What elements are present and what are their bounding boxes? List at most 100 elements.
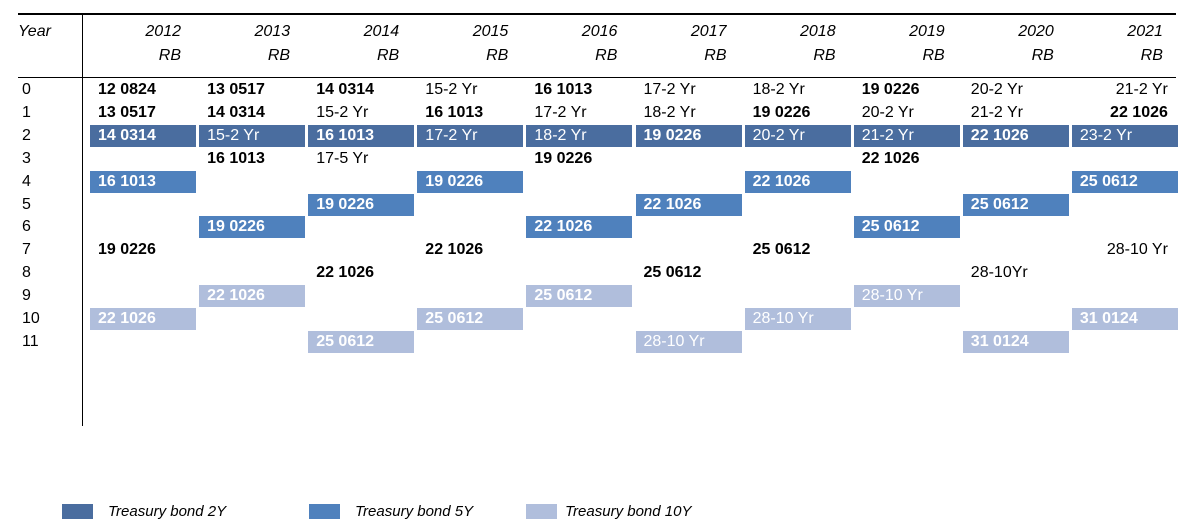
table-cell: 16 1013 <box>308 124 415 147</box>
table-cell: 16 1013 <box>534 81 593 98</box>
table-cell: 21-2 Yr <box>853 124 960 147</box>
year-header: 2021 <box>1127 23 1163 40</box>
table-cell: 25 0612 <box>308 330 415 353</box>
row-label: 9 <box>22 287 31 305</box>
sub-header: RB <box>158 47 181 64</box>
table-cell: 15-2 Yr <box>316 103 369 121</box>
table-cell: 22 1026 <box>1110 103 1168 121</box>
table-cell: 21-2 Yr <box>970 103 1023 121</box>
table-cell: 25 0612 <box>853 216 960 239</box>
table-cell: 28-10 Yr <box>744 308 851 330</box>
table-cell: 17-5 Yr <box>316 149 369 167</box>
table-cell: 25 0612 <box>526 285 633 308</box>
legend-swatch <box>309 504 340 519</box>
table-cell: 22 1026 <box>635 193 742 216</box>
year-header: 2018 <box>800 23 836 40</box>
table-cell: 20-2 Yr <box>970 81 1023 98</box>
table-cell: 28-10Yr <box>970 264 1028 282</box>
table-cell: 28-10 Yr <box>635 330 742 353</box>
row-label: 4 <box>22 172 31 190</box>
sub-header: RB <box>376 47 400 64</box>
row-label: 2 <box>22 126 31 144</box>
table-cell: 19 0226 <box>635 124 742 147</box>
row-label: 11 <box>22 332 39 350</box>
row-label: 1 <box>22 103 31 121</box>
table-cell: 19 0226 <box>861 81 920 98</box>
table-cell: 19 0226 <box>199 216 306 239</box>
table-cell: 25 0612 <box>962 193 1069 216</box>
table-cell: 21-2 Yr <box>1115 81 1168 98</box>
year-header: 2017 <box>690 23 727 40</box>
legend-label: Treasury bond 2Y <box>108 503 227 520</box>
year-header: 2012 <box>145 23 181 40</box>
year-header: 2014 <box>363 23 400 40</box>
table-cell: 17-2 Yr <box>534 103 587 121</box>
table-cell: 19 0226 <box>417 170 524 193</box>
table-cell: 22 1026 <box>744 170 851 193</box>
table-cell: 15-2 Yr <box>199 124 306 147</box>
table-cell: 12 0824 <box>98 81 156 98</box>
table-cell: 14 0314 <box>90 124 196 147</box>
sub-header: RB <box>267 47 291 64</box>
row-label: 3 <box>22 149 31 167</box>
table-cell: 16 1013 <box>207 149 265 167</box>
header-rule <box>18 77 1176 78</box>
table-cell: 25 0612 <box>643 264 702 282</box>
table-cell: 20-2 Yr <box>744 124 851 147</box>
table-cell: 18-2 Yr <box>752 81 805 98</box>
table-cell: 19 0226 <box>308 193 415 216</box>
legend-label: Treasury bond 5Y <box>355 503 474 520</box>
table-cell: 13 0517 <box>98 103 156 121</box>
table-cell: 18-2 Yr <box>643 103 696 121</box>
sub-header: RB <box>922 47 945 64</box>
year-header: 2019 <box>909 23 945 40</box>
table-cell: 22 1026 <box>861 149 920 167</box>
sub-header: RB <box>704 47 727 64</box>
table-cell: 25 0612 <box>752 241 811 259</box>
table-cell: 25 0612 <box>1071 170 1178 193</box>
table-cell: 25 0612 <box>417 308 524 330</box>
row-label: 8 <box>22 264 31 282</box>
year-header: 2013 <box>254 23 291 40</box>
table-cell: 31 0124 <box>1071 308 1178 330</box>
table-cell: 23-2 Yr <box>1071 124 1178 147</box>
row-label: 5 <box>22 195 31 213</box>
column-rule <box>82 14 83 426</box>
year-header: 2020 <box>1018 23 1054 40</box>
sub-header: RB <box>595 47 618 64</box>
table-cell: 28-10 Yr <box>853 285 960 308</box>
table-cell: 19 0226 <box>534 149 593 167</box>
row-label: 10 <box>22 310 40 327</box>
table-cell: 17-2 Yr <box>417 124 524 147</box>
row-label: 6 <box>22 218 31 236</box>
table-cell: 22 1026 <box>199 285 306 308</box>
legend-swatch <box>62 504 93 519</box>
table-cell: 22 1026 <box>90 308 196 330</box>
sub-header: RB <box>813 47 836 64</box>
table-cell: 19 0226 <box>752 103 811 121</box>
table-cell: 22 1026 <box>526 216 633 239</box>
year-header: 2015 <box>472 23 509 40</box>
top-rule <box>18 13 1176 15</box>
sub-header: RB <box>1031 47 1054 64</box>
table-cell: 22 1026 <box>962 124 1069 147</box>
sub-header: RB <box>486 47 509 64</box>
table-cell: 16 1013 <box>90 170 196 193</box>
table-cell: 18-2 Yr <box>526 124 633 147</box>
table-cell: 15-2 Yr <box>425 81 478 98</box>
row-label: 0 <box>22 81 31 98</box>
sub-header: RB <box>1140 47 1163 64</box>
legend-swatch <box>526 504 557 519</box>
legend-label: Treasury bond 10Y <box>565 503 692 520</box>
table-cell: 19 0226 <box>98 241 156 259</box>
table-cell: 14 0314 <box>207 103 265 121</box>
table-cell: 20-2 Yr <box>861 103 914 121</box>
year-header: 2016 <box>581 23 618 40</box>
table-cell: 22 1026 <box>316 264 375 282</box>
year-header: Year <box>18 23 51 40</box>
table-cell: 22 1026 <box>425 241 484 259</box>
table-cell: 13 0517 <box>207 81 265 98</box>
table-cell: 14 0314 <box>316 81 375 98</box>
table-cell: 31 0124 <box>962 330 1069 353</box>
